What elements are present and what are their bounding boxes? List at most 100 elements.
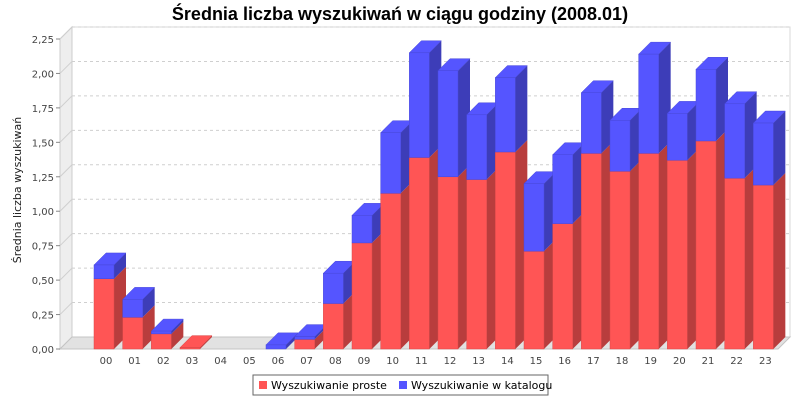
x-tick-label: 19: [644, 356, 657, 367]
bar-stack-21: [695, 57, 729, 350]
gridlines: [59, 26, 790, 315]
bar-simple-11: [409, 157, 430, 350]
bars: [93, 40, 786, 350]
bar-stack-17: [580, 80, 614, 350]
bar-simple-14: [495, 151, 516, 350]
bar-simple-15: [523, 250, 545, 350]
bar-catalog-17: [581, 92, 602, 154]
gridline-wall: [59, 129, 73, 143]
gridline-wall: [59, 233, 73, 247]
x-tick-label: 16: [558, 356, 571, 367]
y-axis-label: Średnia liczba wyszukiwań: [11, 117, 24, 264]
bar-catalog-18: [609, 120, 631, 172]
y-tick-label: 1,25: [32, 173, 54, 184]
y-tick-label: 1,75: [32, 104, 54, 115]
chart-title: Średnia liczba wyszukiwań w ciągu godzin…: [172, 3, 628, 24]
y-tick-label: 1,50: [32, 138, 54, 149]
x-tick-label: 09: [358, 356, 371, 367]
x-tick-label: 03: [186, 356, 199, 367]
bar-stack-03: [179, 335, 213, 350]
gridline-wall: [59, 302, 73, 315]
bar-catalog-07: [294, 336, 315, 340]
x-tick-label: 04: [214, 356, 227, 367]
bar-catalog-06: [265, 344, 287, 350]
x-tick-label: 20: [673, 356, 686, 367]
bar-catalog-00-side: [114, 252, 126, 279]
gridline-wall: [59, 198, 73, 212]
bar-catalog-12: [437, 70, 459, 178]
legend-label: Wyszukiwanie proste: [271, 379, 387, 392]
bar-stack-11: [408, 40, 442, 350]
y-tick-label: 2,00: [32, 69, 54, 80]
x-tick-label: 14: [501, 356, 514, 367]
gridline-wall: [59, 164, 73, 178]
x-tick-label: 12: [444, 356, 457, 367]
bar-simple-12: [437, 176, 459, 350]
bar-simple-23: [753, 184, 774, 350]
bar-simple-08: [323, 303, 344, 350]
bar-catalog-23: [753, 122, 774, 186]
bar-stack-20: [666, 101, 700, 350]
bar-catalog-11: [409, 52, 430, 158]
x-tick-label: 21: [702, 356, 715, 367]
bar-stack-01: [122, 287, 156, 350]
y-tick-label: 0,75: [32, 242, 54, 253]
x-tick-label: 06: [272, 356, 285, 367]
bar-stack-13: [466, 102, 500, 350]
bar-simple-00: [93, 278, 115, 350]
gridline-wall: [59, 61, 73, 74]
legend: Wyszukiwanie proste Wyszukiwanie w katalo…: [252, 374, 552, 396]
bar-stack-00: [93, 252, 127, 350]
bar-catalog-01-side: [142, 287, 155, 318]
bar-stack-18: [609, 108, 643, 350]
x-tick-label: 05: [243, 356, 256, 367]
x-axis-ticks: 00 01 02 03 04 05 06 07 08 09 10 11 12 13 14 15 16 17 18 19…: [100, 356, 772, 367]
bar-stack-02: [150, 318, 184, 350]
bar-stack-19: [638, 41, 672, 350]
gridline-wall: [59, 26, 73, 40]
y-tick-label: 0,00: [32, 345, 54, 356]
bar-simple-01: [122, 317, 143, 350]
y-tick-label: 2,25: [32, 35, 54, 46]
x-tick-label: 00: [100, 356, 113, 367]
x-tick-label: 07: [300, 356, 313, 367]
bar-simple-10: [380, 193, 401, 350]
legend-swatch: [399, 381, 407, 389]
bar-catalog-02-side: [171, 319, 184, 334]
bar-stack-22: [724, 91, 758, 350]
x-tick-label: 10: [386, 356, 399, 367]
bar-simple-18: [609, 171, 631, 350]
bar-catalog-09: [351, 215, 373, 244]
y-tick-label: 0,50: [32, 276, 54, 287]
bar-stack-15: [523, 171, 557, 350]
bar-simple-02: [151, 333, 172, 350]
bar-stack-14: [494, 65, 528, 350]
bar-catalog-23-side: [773, 111, 786, 186]
bar-catalog-00: [93, 264, 115, 279]
bar-catalog-14-side: [515, 65, 528, 152]
bar-catalog-16: [552, 154, 573, 224]
legend-swatch: [259, 381, 267, 389]
gridline-wall: [59, 95, 73, 109]
bar-catalog-08: [323, 272, 344, 304]
bar-catalog-19: [638, 53, 659, 154]
bar-catalog-13: [466, 114, 487, 180]
bar-simple-09: [351, 242, 373, 350]
bar-stack-09: [351, 203, 385, 350]
bar-stack-16: [552, 142, 586, 350]
bar-simple-22: [724, 177, 745, 350]
y-axis-ticks: 0,00 0,25 0,50 0,75 1,00 1,25 1,50 1,75 2,00 2,25: [32, 35, 60, 356]
x-tick-label: 15: [530, 356, 543, 367]
bar-simple-03: [179, 347, 201, 350]
bar-catalog-20: [667, 113, 688, 161]
y-tick-label: 0,25: [32, 311, 54, 322]
bar-simple-17: [581, 153, 602, 350]
bar-simple-02-side: [171, 321, 184, 349]
x-tick-label: 23: [759, 356, 772, 367]
bar-stack-12: [437, 58, 471, 350]
x-tick-label: 01: [128, 356, 141, 367]
bar-stack-10: [380, 120, 414, 350]
bar-simple-23-side: [773, 173, 786, 349]
